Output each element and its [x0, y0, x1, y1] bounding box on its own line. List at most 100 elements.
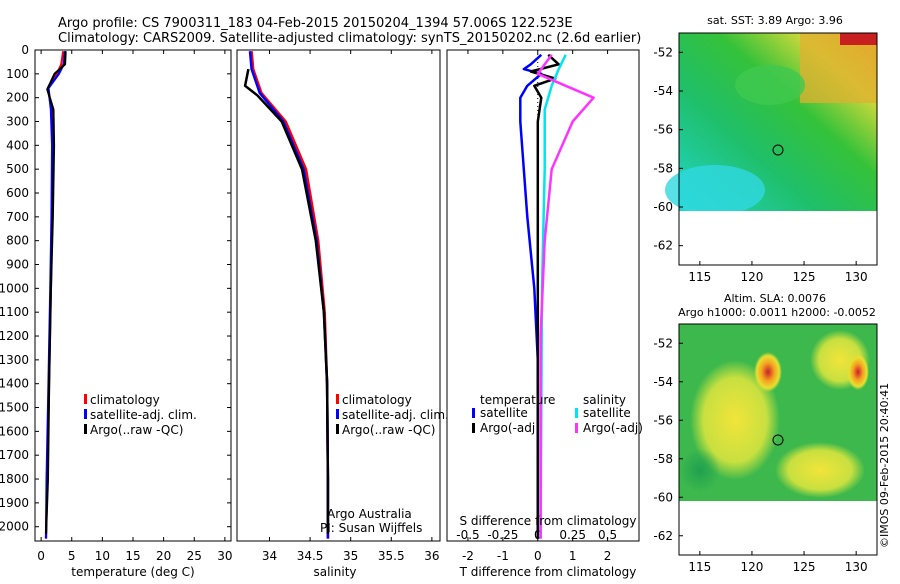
- map-lat-label: -58: [653, 161, 673, 175]
- depth-tick-label: 1400: [0, 377, 29, 391]
- x-tick-label: 10: [95, 549, 110, 563]
- map-lat-label: -60: [653, 490, 673, 504]
- sla-map-title-2: Argo h1000: 0.0011 h2000: -0.0052: [678, 306, 876, 319]
- depth-tick-label: 1000: [0, 281, 29, 295]
- argo-annotation-2: PI: Susan Wijffels: [320, 521, 422, 535]
- legend-label-climatology: climatology: [342, 393, 412, 407]
- temperature-axes: [34, 49, 232, 542]
- t-difference-xlabel: T difference from climatology: [459, 565, 637, 579]
- legend-swatch-climatology: [84, 394, 87, 404]
- map-lat-label: -56: [653, 123, 673, 137]
- depth-tick-label: 1800: [0, 472, 29, 486]
- map-lat-label: -62: [653, 529, 673, 543]
- map-lat-label: -62: [653, 239, 673, 253]
- legend-swatch-s-argo: [575, 423, 578, 433]
- series-t-argo-adj: [529, 53, 560, 539]
- depth-tick-label: 0: [21, 43, 29, 57]
- sla-map-frame: [678, 323, 878, 556]
- map-lat-label: -58: [653, 452, 673, 466]
- depth-tick-label: 1900: [0, 496, 29, 510]
- legend-label-argo: Argo(..raw -QC): [90, 423, 183, 437]
- legend-label-s-argo: Argo(-adj): [583, 421, 643, 435]
- depth-tick-label: 500: [6, 162, 29, 176]
- salinity-lines: [243, 51, 330, 539]
- x-tick-label: 34.5: [297, 549, 324, 563]
- map-lon-label: 115: [688, 560, 711, 574]
- map-lat-label: -54: [653, 84, 673, 98]
- depth-tick-label: 800: [6, 234, 29, 248]
- s-difference-label: S difference from climatology: [460, 514, 637, 528]
- map-lat-label: -56: [653, 413, 673, 427]
- sla-map-no-data: [679, 501, 877, 555]
- salinity-axes: [236, 49, 441, 542]
- legend-title-salinity: salinity: [583, 393, 626, 407]
- legend-label-argo: Argo(..raw -QC): [342, 423, 435, 437]
- title-line-2: Climatology: CARS2009. Satellite-adjuste…: [58, 31, 641, 46]
- difference-legend: temperature salinity satellite Argo(-adj…: [472, 393, 643, 435]
- sst-map-no-data: [679, 211, 877, 265]
- title-line-1: Argo profile: CS 7900311_183 04-Feb-2015…: [58, 16, 573, 31]
- sla-map-high-anomaly: [754, 352, 782, 392]
- x-tick-label: 35: [343, 549, 358, 563]
- legend-swatch-argo: [84, 424, 87, 434]
- sla-map-title-1: Altim. SLA: 0.0076: [724, 292, 826, 305]
- x-tick-label: 20: [156, 549, 171, 563]
- depth-tick-label: 100: [6, 67, 29, 81]
- map-lon-label: 120: [740, 270, 763, 284]
- map-lon-label: 130: [845, 560, 868, 574]
- depth-tick-label: 1600: [0, 424, 29, 438]
- sla-map-panel: Altim. SLA: 0.0076 Argo h1000: 0.0011 h2…: [653, 292, 878, 574]
- imos-timestamp: ©IMOS 09-Feb-2015 20:40:41: [878, 383, 891, 548]
- temperature-x-axis: 0 5 10 15 20 25 30: [37, 50, 233, 563]
- map-lat-label: -54: [653, 375, 673, 389]
- argo-annotation-1: Argo Australia: [327, 507, 412, 521]
- legend-swatch-argo: [336, 424, 339, 434]
- legend-label-satellite: satellite-adj. clim.: [90, 408, 197, 422]
- salinity-x-axis: 34 34.5 35 35.5 36: [262, 50, 440, 563]
- t-tick-label: 0: [534, 549, 542, 563]
- sst-map-title: sat. SST: 3.89 Argo: 3.96: [707, 14, 843, 27]
- depth-tick-label: 1500: [0, 401, 29, 415]
- map-lat-label: -52: [653, 45, 673, 59]
- sla-map-low-anomaly: [680, 448, 720, 492]
- series-t-satellite: [519, 53, 543, 539]
- difference-lines: [519, 53, 595, 539]
- sla-map-high-anomaly-2: [847, 354, 869, 390]
- legend-swatch-s-satellite: [575, 408, 578, 418]
- sst-map-green-patch: [735, 65, 805, 105]
- depth-tick-label: 200: [6, 91, 29, 105]
- legend-label-climatology: climatology: [90, 393, 160, 407]
- s-tick-label: 0.5: [598, 528, 617, 542]
- sla-map-axes: 115 120 125 130 -52 -54 -56 -58 -60 -62: [653, 336, 867, 574]
- legend-label-satellite: satellite-adj. clim.: [342, 408, 449, 422]
- t-tick-label: -2: [462, 549, 474, 563]
- sst-map-frame: [678, 32, 878, 266]
- depth-tick-label: 400: [6, 138, 29, 152]
- temperature-legend: climatology satellite-adj. clim. Argo(..…: [84, 393, 197, 437]
- depth-tick-label: 1700: [0, 448, 29, 462]
- t-tick-label: 2: [604, 549, 612, 563]
- map-lon-label: 115: [688, 270, 711, 284]
- temperature-xlabel: temperature (deg C): [71, 565, 194, 579]
- sla-map-light-region: [690, 360, 780, 480]
- salinity-legend: climatology satellite-adj. clim. Argo(..…: [336, 393, 449, 437]
- legend-label-t-satellite: satellite: [480, 406, 528, 420]
- legend-swatch-satellite: [336, 409, 339, 419]
- legend-swatch-t-satellite: [472, 408, 475, 418]
- legend-swatch-satellite: [84, 409, 87, 419]
- depth-tick-label: 1300: [0, 353, 29, 367]
- map-lon-label: 120: [740, 560, 763, 574]
- x-tick-label: 0: [37, 549, 45, 563]
- sst-map-axes: 115 120 125 130 -52 -54 -56 -58 -60 -62: [653, 45, 867, 284]
- salinity-panel: 34 34.5 35 35.5 36 climatology satellite-adj…: [236, 49, 449, 579]
- s-tick-label: 0.25: [559, 528, 586, 542]
- s-tick-label: -0.25: [487, 528, 518, 542]
- depth-tick-label: 700: [6, 210, 29, 224]
- sla-map-argo-marker: [772, 434, 784, 446]
- legend-swatch-t-argo: [472, 423, 475, 433]
- legend-label-t-argo: Argo(-adj): [480, 421, 540, 435]
- depth-tick-label: 600: [6, 186, 29, 200]
- depth-tick-label: 1100: [0, 305, 29, 319]
